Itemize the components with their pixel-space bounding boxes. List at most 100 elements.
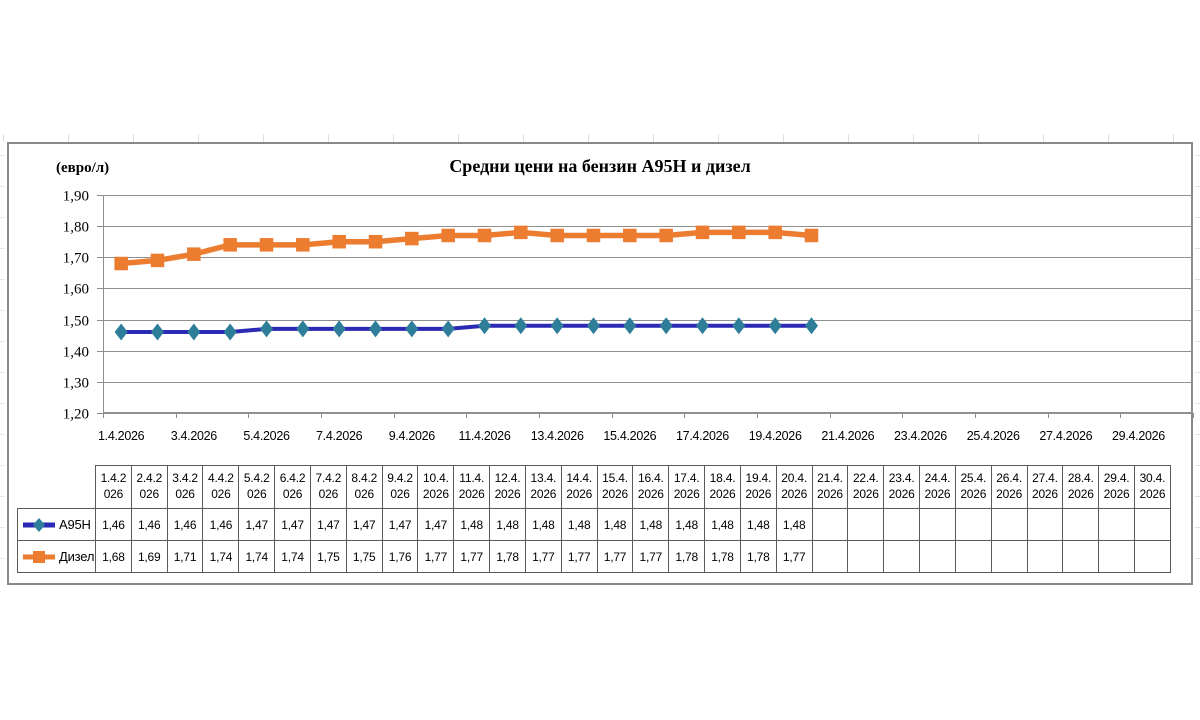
table-value-cell: 1,74	[238, 540, 276, 573]
table-value-cell: 1,77	[596, 540, 634, 573]
table-value-cell	[919, 540, 956, 573]
table-value-cell	[954, 508, 992, 541]
diamond-marker-icon[interactable]	[587, 317, 600, 335]
diamond-marker-icon[interactable]	[732, 317, 746, 335]
table-date-header: 26.4. 2026	[990, 465, 1028, 509]
x-tick-label: 15.4.2026	[603, 429, 656, 443]
table-corner-cell	[18, 466, 96, 509]
square-marker-icon[interactable]	[405, 231, 419, 246]
spreadsheet-gridline-ticks-left	[0, 155, 5, 585]
table-value-cell: 1,46	[130, 508, 168, 541]
diamond-marker-icon[interactable]	[623, 317, 637, 335]
diamond-marker-icon[interactable]	[332, 320, 346, 338]
table-date-header: 15.4. 2026	[596, 465, 634, 509]
table-date-header: 11.4. 2026	[453, 465, 491, 509]
diamond-marker-icon[interactable]	[659, 317, 673, 335]
table-value-cell: 1,47	[238, 508, 276, 541]
table-value-cell: 1,77	[560, 540, 598, 573]
square-marker-icon[interactable]	[259, 238, 274, 252]
square-marker-icon[interactable]	[768, 225, 782, 240]
table-date-header: 6.4.2 026	[274, 465, 311, 509]
diamond-marker-icon[interactable]	[768, 317, 782, 335]
square-marker-icon[interactable]	[586, 228, 601, 243]
table-date-header: 21.4. 2026	[811, 465, 849, 509]
series-diesel[interactable]	[114, 225, 819, 271]
square-marker-icon[interactable]	[477, 228, 492, 243]
diamond-marker-icon[interactable]	[114, 323, 128, 341]
square-marker-icon[interactable]	[441, 228, 455, 243]
table-date-header: 30.4. 2026	[1134, 465, 1171, 509]
square-marker-icon[interactable]	[514, 225, 528, 240]
square-marker-icon[interactable]	[223, 238, 237, 252]
diamond-marker-icon[interactable]	[369, 320, 382, 338]
diamond-marker-icon[interactable]	[478, 317, 491, 335]
table-value-cell: 1,77	[453, 540, 491, 573]
table-date-header: 20.4. 2026	[775, 465, 813, 509]
table-value-cell: 1,48	[739, 508, 777, 541]
plot-border	[103, 195, 1193, 413]
table-date-header: 12.4. 2026	[489, 465, 526, 509]
table-value-cell: 1,69	[130, 540, 168, 573]
y-axis-title: (евро/л)	[56, 160, 110, 176]
table-value-cell: 1,48	[453, 508, 491, 541]
table-value-cell: 1,47	[274, 508, 311, 541]
table-value-cell	[1098, 508, 1136, 541]
x-tick-label: 19.4.2026	[749, 429, 802, 443]
x-tick-label: 27.4.2026	[1039, 429, 1092, 443]
table-value-cell: 1,48	[775, 508, 813, 541]
table-value-cell: 1,48	[596, 508, 634, 541]
square-marker-icon	[33, 550, 45, 563]
square-marker-icon[interactable]	[732, 225, 746, 240]
y-tick-label: 1,70	[63, 251, 89, 267]
diamond-marker-icon[interactable]	[296, 320, 310, 338]
table-value-cell	[883, 540, 921, 573]
diamond-marker-icon[interactable]	[805, 317, 818, 335]
x-tick-label: 1.4.2026	[98, 429, 145, 443]
square-marker-icon[interactable]	[368, 234, 383, 249]
y-tick-label: 1,30	[63, 376, 89, 392]
x-tick-label: 11.4.2026	[459, 429, 511, 443]
square-marker-icon[interactable]	[187, 247, 201, 261]
table-value-cell: 1,78	[704, 540, 741, 573]
table-value-cell: 1,77	[775, 540, 813, 573]
diamond-marker-icon[interactable]	[187, 323, 201, 341]
x-tick-label: 3.4.2026	[171, 429, 218, 443]
diamond-marker-icon[interactable]	[151, 323, 164, 341]
table-row: Дизел 1,68 1,69 1,71 1,74 1,74 1,74 1,75 1,75 1,7…	[17, 540, 1171, 573]
table-value-cell: 1,47	[381, 508, 419, 541]
table-date-header: 17.4. 2026	[668, 465, 706, 509]
diamond-marker-icon[interactable]	[405, 320, 419, 338]
series-name-label: Дизел	[59, 549, 95, 564]
series-a95n[interactable]	[114, 317, 818, 341]
square-marker-icon[interactable]	[114, 256, 128, 271]
table-value-cell: 1,77	[632, 540, 670, 573]
diamond-marker-icon[interactable]	[550, 317, 564, 335]
diamond-marker-icon[interactable]	[441, 320, 455, 338]
square-marker-icon[interactable]	[550, 228, 564, 243]
diamond-marker-icon[interactable]	[514, 317, 528, 335]
diamond-marker-icon[interactable]	[260, 320, 273, 338]
square-marker-icon[interactable]	[623, 228, 637, 243]
square-marker-icon[interactable]	[296, 238, 310, 252]
x-tick-label: 5.4.2026	[243, 429, 290, 443]
x-tick-label: 13.4.2026	[531, 429, 584, 443]
diamond-marker-icon[interactable]	[223, 323, 237, 341]
chart-data-table: 1.4.2 026 2.4.2 026 3.4.2 026 4.4.2 026 5.4.…	[17, 465, 1171, 573]
x-tick-label: 21.4.2026	[821, 429, 874, 443]
table-date-header: 14.4. 2026	[560, 465, 598, 509]
table-value-cell: 1,71	[166, 540, 204, 573]
table-value-cell: 1,78	[489, 540, 526, 573]
table-date-header: 9.4.2 026	[381, 465, 419, 509]
table-value-cell: 1,78	[668, 540, 706, 573]
table-value-cell: 1,74	[274, 540, 311, 573]
spreadsheet-gridline-ticks-right	[1195, 155, 1200, 585]
square-marker-icon[interactable]	[695, 225, 710, 240]
square-marker-icon[interactable]	[659, 228, 673, 243]
table-value-cell: 1,74	[202, 540, 240, 573]
square-marker-icon[interactable]	[332, 234, 346, 249]
square-marker-icon[interactable]	[150, 253, 165, 268]
square-marker-icon[interactable]	[804, 228, 819, 243]
table-date-header: 1.4.2 026	[95, 465, 132, 509]
diamond-marker-icon[interactable]	[696, 317, 709, 335]
